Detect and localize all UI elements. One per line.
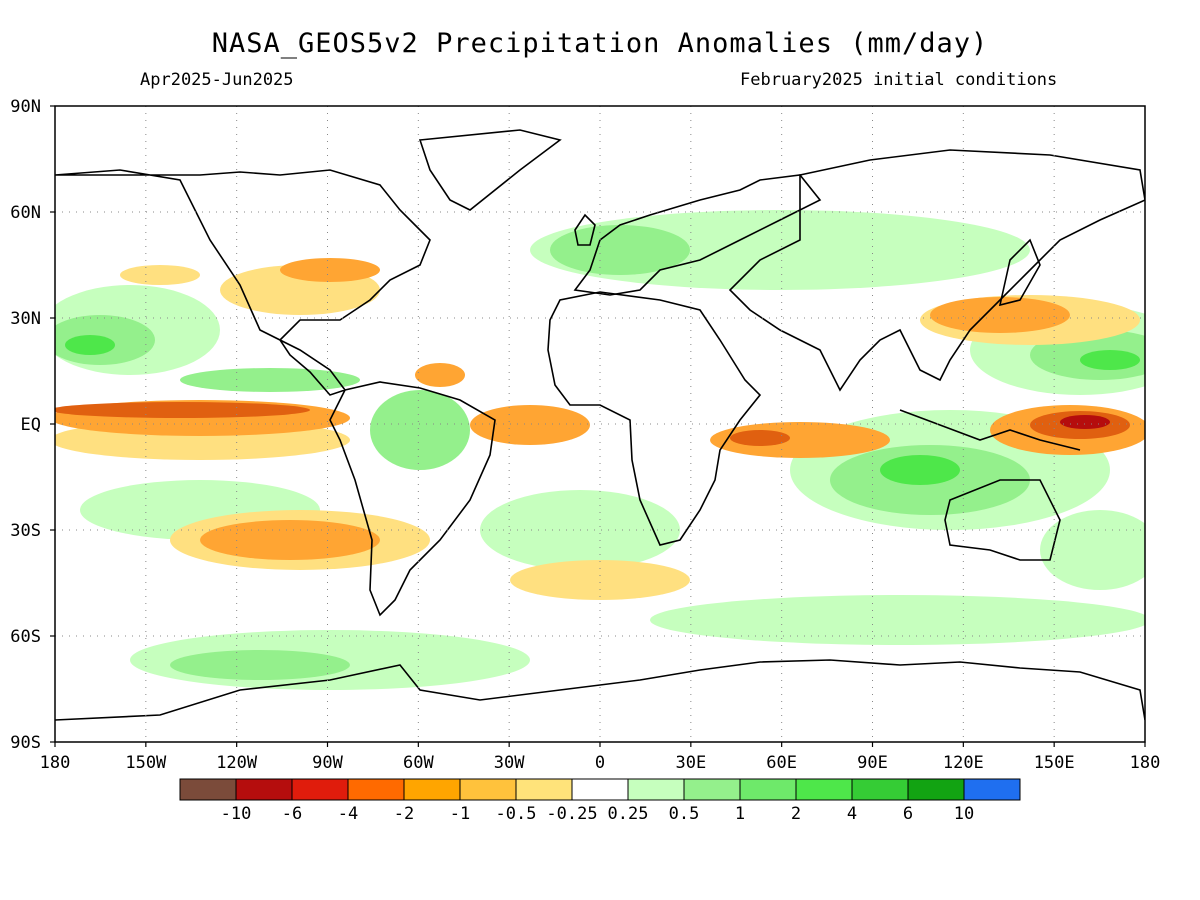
colorbar-swatch	[795, 778, 853, 801]
lon-label: 150E	[1034, 753, 1075, 773]
lat-label: 60S	[10, 627, 41, 647]
colorbar-label: -1	[450, 804, 470, 824]
lat-label: 30N	[10, 309, 41, 329]
map-title: NASA_GEOS5v2 Precipitation Anomalies (mm…	[211, 28, 989, 59]
coast-south-america	[329, 381, 496, 617]
coast-north-america	[55, 169, 431, 396]
lon-label: 120W	[216, 753, 258, 773]
coast-asia	[728, 149, 1145, 392]
colorbar-label: 6	[903, 804, 913, 824]
colorbar-swatch	[739, 778, 797, 801]
lon-label: 180	[1130, 753, 1161, 773]
lon-label: 180	[40, 753, 71, 773]
colorbar-label: 2	[791, 804, 801, 824]
lat-label: 90N	[10, 97, 41, 117]
coast-indonesia	[899, 409, 1081, 451]
lon-label: 90W	[312, 753, 343, 773]
colorbar-label: 0.25	[608, 804, 649, 824]
colorbar-swatch	[963, 778, 1021, 801]
longitude-axis: 180 150W 120W 90W 60W 30W 0 30E 60E 90E 120E 150E 18…	[40, 742, 1161, 773]
colorbar-labels: -10 -6 -4 -2 -1 -0.5 -0.25 0.25 0.5 1 2 4 6 10	[221, 804, 975, 824]
coastlines	[55, 129, 1145, 721]
lon-label: 150W	[125, 753, 167, 773]
lon-label: 0	[595, 753, 605, 773]
coast-antarctica	[55, 659, 1145, 721]
wet-strong-patches	[65, 335, 1140, 485]
lat-label: 60N	[10, 203, 41, 223]
anomaly-field	[55, 129, 1145, 721]
initial-conditions: February2025 initial conditions	[740, 70, 1058, 90]
forecast-period: Apr2025-Jun2025	[140, 70, 294, 90]
lon-label: 60E	[766, 753, 797, 773]
coast-australia	[944, 479, 1061, 561]
colorbar-label: 4	[847, 804, 857, 824]
colorbar-swatch	[683, 778, 741, 801]
colorbar-swatch	[627, 778, 685, 801]
colorbar-swatch	[851, 778, 909, 801]
colorbar-swatch	[179, 778, 237, 801]
lon-label: 120E	[943, 753, 984, 773]
colorbar-swatch	[907, 778, 965, 801]
coast-japan	[998, 238, 1041, 307]
colorbar-swatch	[403, 778, 461, 801]
colorbar-swatch	[459, 778, 517, 801]
lon-label: 90E	[857, 753, 888, 773]
lat-label: 30S	[10, 521, 41, 541]
colorbar-label: 10	[954, 804, 974, 824]
colorbar-label: -0.5	[496, 804, 537, 824]
lon-label: 60W	[403, 753, 434, 773]
lat-label: 90S	[10, 733, 41, 753]
lon-label: 30W	[494, 753, 525, 773]
colorbar-swatch	[347, 778, 405, 801]
colorbar-swatch	[291, 778, 349, 801]
latitude-axis: 90N 60N 30N EQ 30S 60S 90S	[10, 97, 55, 753]
colorbar-swatch	[235, 778, 293, 801]
coast-uk	[574, 213, 596, 246]
colorbar-label: 0.5	[669, 804, 700, 824]
colorbar-label: -2	[394, 804, 414, 824]
colorbar-label: -6	[282, 804, 302, 824]
colorbar	[179, 778, 1021, 801]
dry-extreme-patches	[1060, 415, 1110, 429]
colorbar-label: 1	[735, 804, 745, 824]
gridlines	[55, 106, 1145, 742]
coast-africa	[547, 291, 762, 546]
lat-label: EQ	[21, 415, 41, 435]
colorbar-label: -0.25	[546, 804, 597, 824]
coast-greenland	[418, 129, 562, 211]
colorbar-label: -10	[221, 804, 252, 824]
colorbar-label: -4	[338, 804, 358, 824]
colorbar-swatch	[571, 778, 629, 801]
lon-label: 30E	[675, 753, 706, 773]
colorbar-swatch	[515, 778, 573, 801]
